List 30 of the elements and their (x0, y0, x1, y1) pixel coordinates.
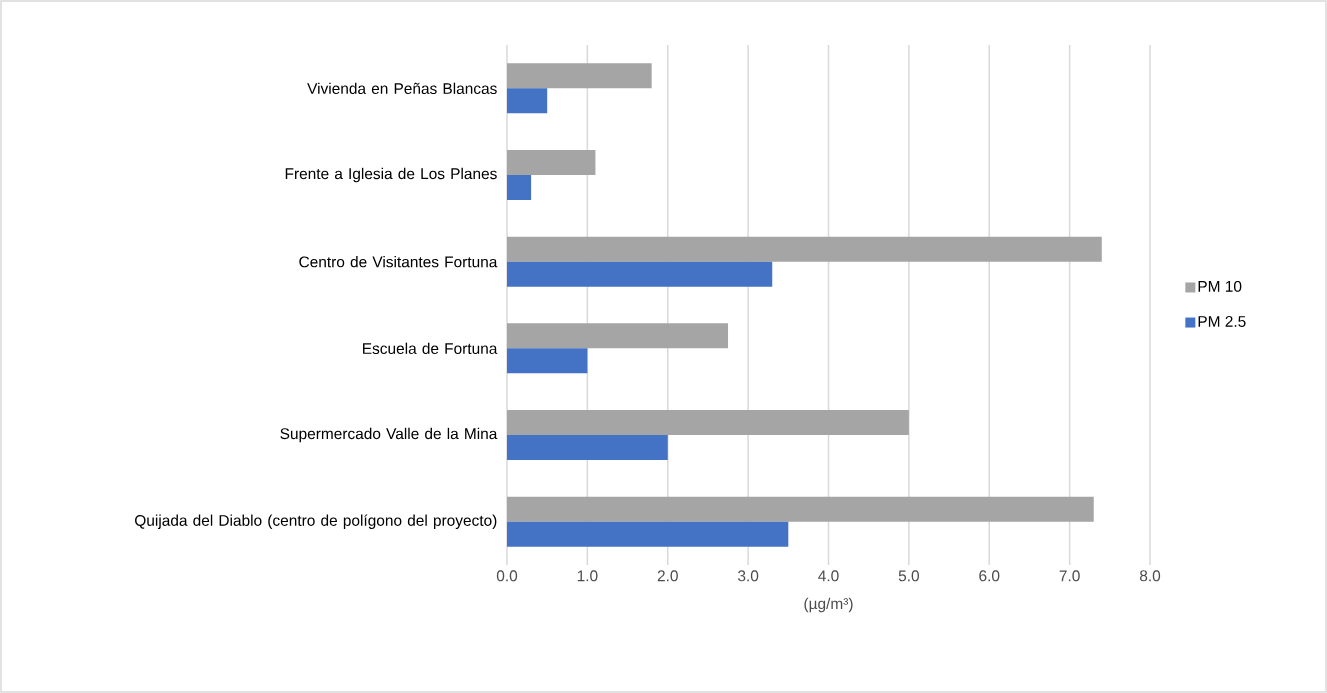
bar (507, 348, 588, 374)
x-tick-label: 5.0 (898, 570, 920, 582)
bar (507, 496, 1094, 522)
bar (507, 63, 652, 89)
bar (507, 410, 909, 436)
bar (507, 323, 729, 349)
y-tick-label: Vivienda en Peñas Blancas (307, 82, 497, 95)
bar (507, 435, 668, 461)
legend-label: PM 10 (1198, 280, 1242, 292)
x-tick-label: 8.0 (1139, 570, 1161, 582)
x-tick-label: 1.0 (577, 570, 598, 582)
bar (507, 236, 1102, 262)
y-tick-label: Escuela de Fortuna (363, 342, 498, 355)
x-tick-label: 7.0 (1059, 570, 1080, 582)
x-tick-label: 4.0 (818, 570, 839, 582)
y-tick-label: Centro de Visitantes Fortuna (299, 256, 498, 268)
x-tick-label: 0.0 (496, 570, 518, 582)
x-tick-label: 3.0 (737, 570, 759, 582)
legend-label: PM 2.5 (1198, 316, 1246, 327)
bar (507, 150, 596, 176)
y-tick-label: Quijada del Diablo (centro de polígono del proyecto) (135, 514, 497, 529)
bar (507, 521, 789, 547)
bar (507, 261, 773, 287)
y-tick-label: Frente a Iglesia de Los Planes (285, 167, 497, 183)
bar (507, 175, 532, 201)
y-tick-label: Supermercado Valle de la Mina (280, 427, 498, 443)
x-tick-label: 2.0 (657, 570, 678, 582)
bar (507, 88, 548, 114)
x-axis-title: (µg/m³) (804, 597, 853, 613)
x-tick-label: 6.0 (979, 570, 1000, 582)
